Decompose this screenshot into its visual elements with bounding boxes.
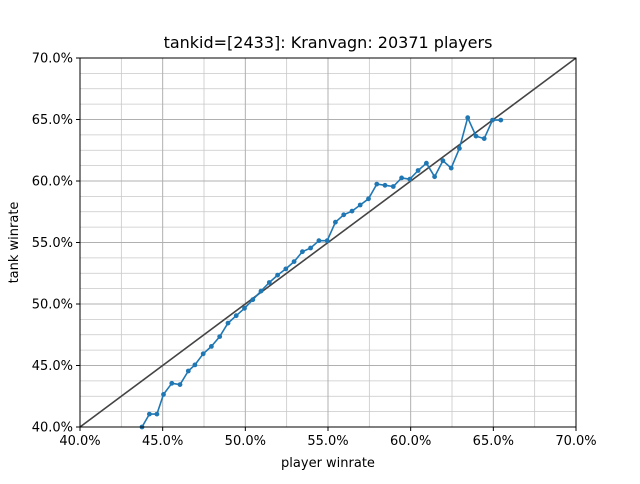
series-point: [242, 305, 247, 311]
series-layer: [139, 115, 504, 430]
series-point: [341, 212, 347, 218]
series-point: [258, 288, 264, 294]
series-point: [473, 133, 479, 139]
series-point: [432, 174, 437, 180]
series-point: [374, 181, 380, 187]
series-point: [185, 368, 191, 374]
series-point: [366, 196, 371, 202]
series-point: [399, 175, 404, 181]
series-point: [324, 238, 330, 244]
series-point: [169, 380, 175, 386]
y-tick-label: 55.0%: [32, 236, 73, 251]
series-point: [192, 362, 198, 368]
series-point: [283, 266, 289, 272]
series-point: [291, 259, 297, 264]
series-point: [490, 117, 495, 123]
y-tick-label: 65.0%: [32, 113, 73, 128]
series-point: [415, 168, 421, 173]
series-point: [440, 158, 446, 164]
x-tick-label: 50.0%: [225, 434, 266, 449]
series-point: [357, 202, 363, 208]
y-tick-label: 70.0%: [32, 52, 73, 67]
series-point: [308, 245, 313, 251]
y-tick-label: 50.0%: [32, 298, 73, 313]
series-point: [225, 320, 231, 326]
series-point: [448, 165, 454, 171]
x-axis-ticks: 40.0% 45.0% 50.0% 55.0% 60.0% 65.0% 70.0%: [59, 427, 597, 449]
chart-title: tankid=[2433]: Kranvagn: 20371 players: [164, 33, 493, 52]
series-point: [177, 382, 183, 387]
series-point: [382, 182, 388, 188]
x-tick-label: 70.0%: [555, 434, 596, 449]
y-axis-label: tank winrate: [7, 202, 22, 284]
y-tick-label: 45.0%: [32, 359, 73, 374]
y-tick-label: 60.0%: [32, 175, 73, 190]
series-point: [209, 344, 214, 349]
series-point: [233, 313, 239, 319]
series-point: [424, 160, 429, 166]
series-point: [349, 208, 355, 214]
x-tick-label: 45.0%: [142, 434, 183, 449]
y-tick-label: 40.0%: [32, 421, 73, 436]
x-axis-label: player winrate: [281, 456, 375, 471]
x-tick-label: 55.0%: [307, 434, 348, 449]
series-point: [481, 136, 487, 142]
series-point: [154, 411, 160, 417]
y-axis-ticks: 40.0% 45.0% 50.0% 55.0% 60.0% 65.0% 70.0%: [32, 52, 80, 436]
series-point: [266, 280, 272, 285]
series-point: [161, 392, 166, 397]
series-point: [465, 115, 471, 121]
series-point: [300, 249, 305, 255]
series-point: [390, 184, 396, 189]
series-point: [333, 219, 338, 225]
series-point: [407, 176, 413, 182]
x-tick-label: 60.0%: [390, 434, 431, 449]
series-point: [498, 117, 504, 123]
series-point: [275, 272, 280, 278]
series-point: [457, 146, 462, 151]
series-point: [147, 411, 152, 417]
series-point: [200, 351, 206, 357]
series-point: [250, 297, 256, 303]
series-point: [217, 334, 223, 339]
x-tick-label: 65.0%: [473, 434, 514, 449]
series-point: [316, 238, 322, 244]
x-tick-label: 40.0%: [59, 434, 100, 449]
